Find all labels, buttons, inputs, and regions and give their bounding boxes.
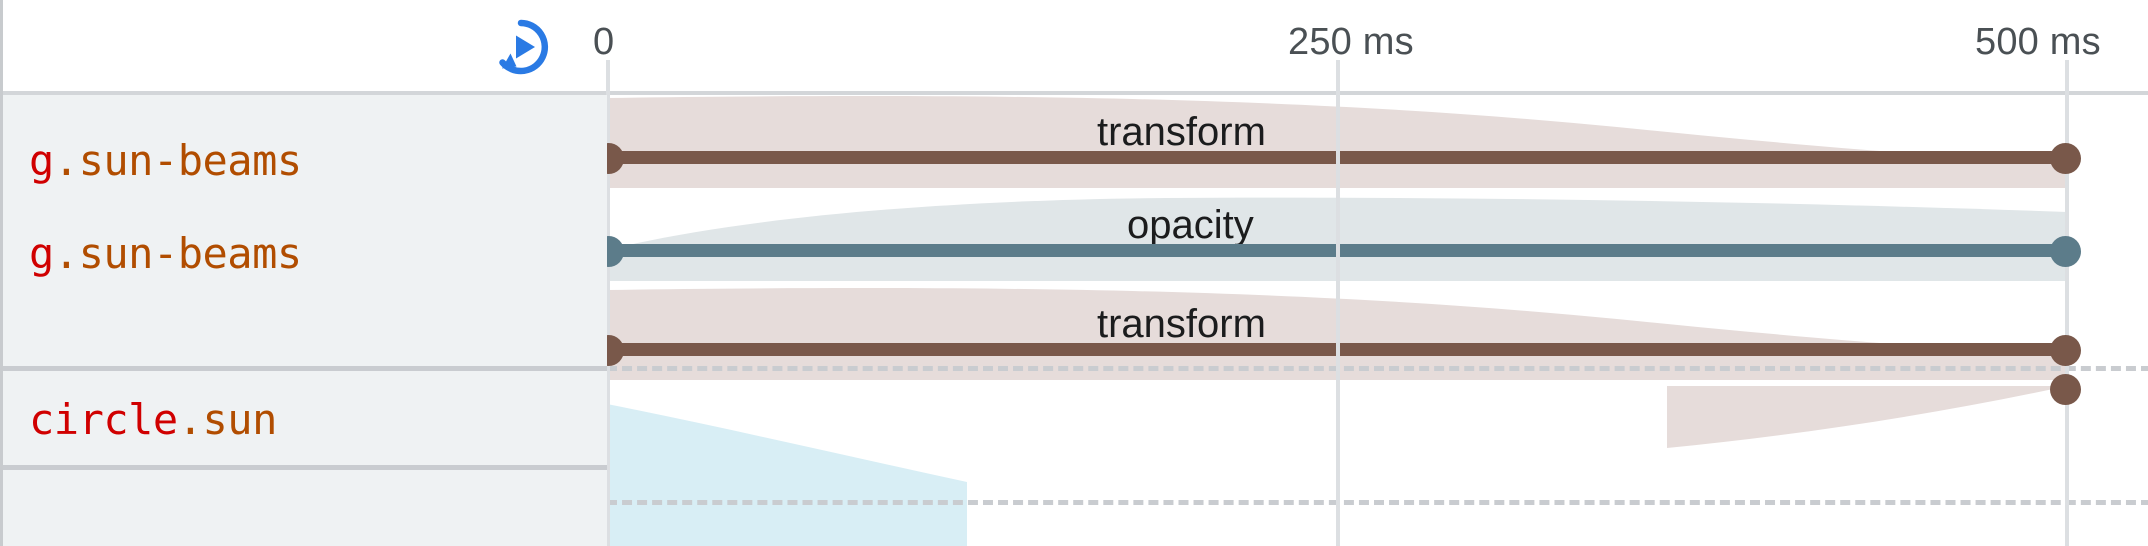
replay-play-icon-svg (499, 19, 549, 75)
time-ruler[interactable]: 0 250 ms 500 ms (3, 0, 2148, 91)
easing-curve-opacity (607, 197, 2067, 281)
keyframe-dot-start-transform-2[interactable] (607, 335, 624, 366)
timeline-header: 0 250 ms 500 ms (3, 0, 2148, 95)
target-group-circle-sun[interactable]: circle.sun (3, 371, 607, 470)
property-name-opacity: opacity (1127, 203, 1254, 247)
target-group-partial[interactable] (3, 470, 607, 546)
target-label-g-sun-beams-1[interactable]: g.sun-beams (29, 136, 302, 185)
easing-curve-transform-1 (607, 96, 2067, 188)
ruler-tick-250: 250 ms (1288, 21, 1414, 63)
property-name-transform-1: transform (1097, 110, 1266, 154)
ruler-tick-500: 500 ms (1975, 21, 2101, 63)
animation-targets-sidebar: g.sun-beams g.sun-beams circle.sun (3, 95, 607, 546)
keyframe-dot-start-opacity[interactable] (607, 236, 624, 267)
keyframe-dot-start-transform-1[interactable] (607, 143, 624, 174)
track-separator-2 (607, 500, 2148, 505)
animation-row-transform-1[interactable]: transform (607, 95, 2148, 188)
property-name-transform-2: transform (1097, 302, 1266, 346)
animation-row-partial[interactable] (607, 374, 2148, 546)
track-separator-1 (607, 366, 2148, 371)
keyframe-dot-end-opacity[interactable] (2050, 236, 2081, 267)
target-class-name: .sun-beams (53, 229, 302, 278)
keyframe-bar-transform-1[interactable] (607, 151, 2067, 164)
target-group-sun-beams[interactable]: g.sun-beams g.sun-beams (3, 95, 607, 371)
easing-curve-partial (607, 386, 2067, 546)
target-label-g-sun-beams-2[interactable]: g.sun-beams (29, 229, 302, 278)
target-class-name: .sun (177, 395, 278, 444)
target-label-circle-sun[interactable]: circle.sun (29, 395, 277, 444)
keyframe-dot-end-transform-2[interactable] (2050, 335, 2081, 366)
keyframe-bar-transform-2[interactable] (607, 343, 2067, 356)
keyframe-bar-opacity[interactable] (607, 244, 2067, 257)
keyframe-dot-end-transform-1[interactable] (2050, 143, 2081, 174)
ruler-tick-0: 0 (593, 21, 615, 63)
animation-tracks: transform opacity transform (607, 95, 2148, 546)
replay-play-icon[interactable] (490, 16, 552, 78)
animation-row-opacity[interactable]: opacity (607, 188, 2148, 281)
target-class-name: .sun-beams (53, 136, 302, 185)
keyframe-dot-partial[interactable] (2050, 374, 2081, 405)
target-element-name: g (29, 136, 54, 185)
target-element-name: g (29, 229, 54, 278)
target-element-name: circle (29, 395, 178, 444)
